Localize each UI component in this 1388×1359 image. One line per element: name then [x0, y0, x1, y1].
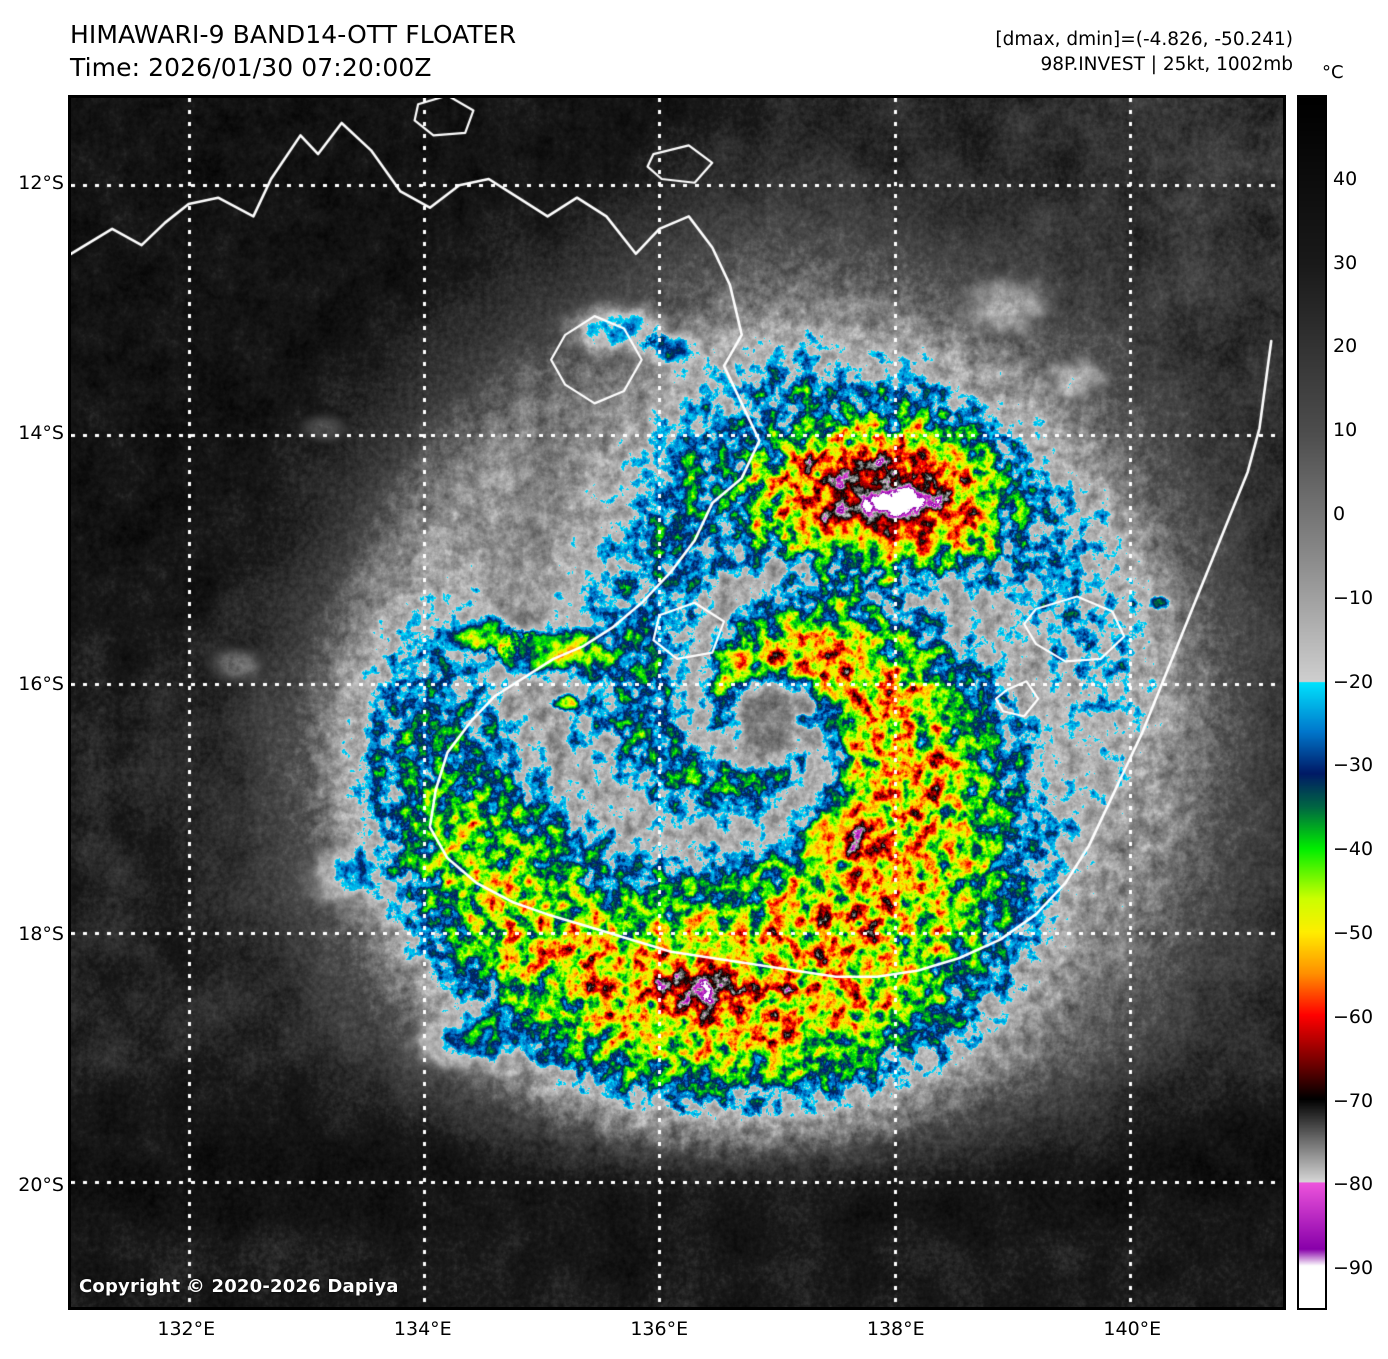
colorbar-tick-7: −30 — [1333, 754, 1374, 777]
x-tick-2: 136°E — [630, 1318, 689, 1340]
metadata-block: [dmax, dmin]=(-4.826, -50.241) 98P.INVES… — [995, 28, 1293, 78]
timestamp-line: Time: 2026/01/30 07:20:00Z — [70, 53, 432, 82]
y-tick-1: 14°S — [18, 422, 64, 445]
colorbar-tick-5: −10 — [1333, 586, 1374, 609]
colorbar-tick-8: −40 — [1333, 838, 1374, 861]
y-tick-4: 20°S — [18, 1173, 64, 1196]
page-title: HIMAWARI-9 BAND14-OTT FLOATER — [70, 20, 517, 49]
colorbar-tick-3: 10 — [1333, 419, 1358, 442]
colorbar-tick-10: −60 — [1333, 1005, 1374, 1028]
coastline-and-grid-overlay — [71, 98, 1283, 1307]
colorbar-tick-13: −90 — [1333, 1257, 1374, 1280]
copyright-label: Copyright © 2020-2026 Dapiya — [79, 1276, 399, 1297]
colorbar-tick-12: −80 — [1333, 1173, 1374, 1196]
satellite-plot-area: Copyright © 2020-2026 Dapiya — [68, 95, 1286, 1310]
y-tick-2: 16°S — [18, 672, 64, 695]
x-tick-0: 132°E — [157, 1318, 216, 1340]
title-block: HIMAWARI-9 BAND14-OTT FLOATER Time: 2026… — [70, 18, 516, 84]
colorbar: 40 30 20 10 0 −10 −20 −30 −40 −50 −60 −70 −80 −90 — [1297, 95, 1373, 1310]
colorbar-gradient — [1297, 95, 1327, 1310]
y-tick-3: 18°S — [18, 923, 64, 946]
colorbar-tick-0: 40 — [1333, 167, 1358, 190]
colorbar-tick-6: −20 — [1333, 670, 1374, 693]
x-tick-1: 134°E — [393, 1318, 452, 1340]
x-tick-4: 140°E — [1103, 1318, 1162, 1340]
y-tick-0: 12°S — [18, 171, 64, 194]
colorbar-tick-9: −50 — [1333, 921, 1374, 944]
x-tick-3: 138°E — [866, 1318, 925, 1340]
colorbar-tick-4: 0 — [1333, 502, 1346, 525]
colorbar-tick-11: −70 — [1333, 1089, 1374, 1112]
dmax-dmin-label: [dmax, dmin]=(-4.826, -50.241) — [995, 29, 1293, 50]
storm-info-label: 98P.INVEST | 25kt, 1002mb — [1040, 53, 1294, 75]
colorbar-tick-1: 30 — [1333, 251, 1358, 274]
colorbar-unit-label: °C — [1322, 62, 1344, 83]
colorbar-tick-2: 20 — [1333, 335, 1358, 358]
